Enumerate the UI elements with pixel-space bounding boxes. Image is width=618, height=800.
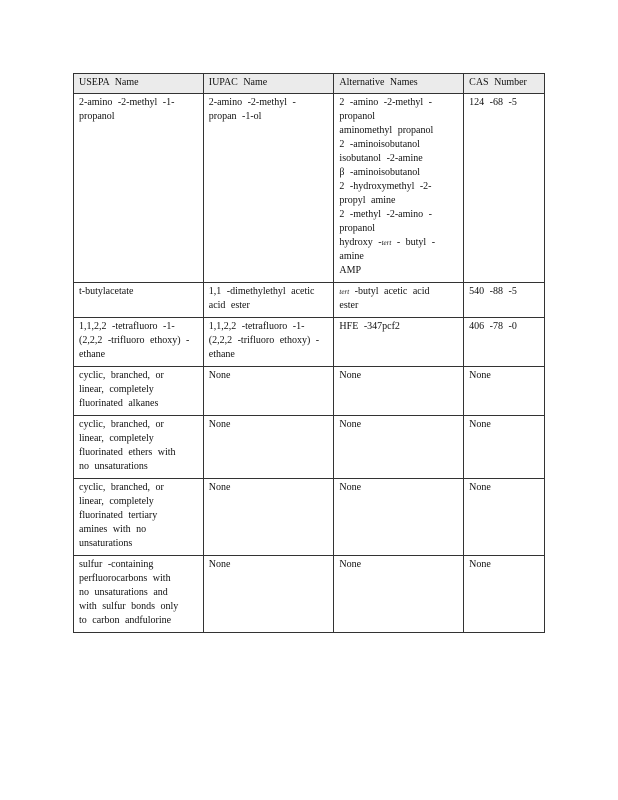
alt-name-line: amine AMP xyxy=(339,251,364,276)
alternative-names-cell: 2 -amino -2-methyl - propanol aminomethy… xyxy=(333,93,465,283)
cas-number-cell: 124 -68 -5 xyxy=(463,93,545,283)
text: - butyl - xyxy=(391,237,436,248)
header-cas-number: CAS Number xyxy=(463,73,545,94)
usepa-name-cell: cyclic, branched, or linear, completely … xyxy=(73,478,204,556)
table-row: 2-amino -2-methyl -1- propanol 2-amino -… xyxy=(73,93,545,283)
text: -butyl acetic acid ester xyxy=(339,286,430,311)
cas-number-cell: 406 -78 -0 xyxy=(463,317,545,367)
table-row: cyclic, branched, or linear, completely … xyxy=(73,366,545,416)
alternative-names-cell: HFE -347pcf2 xyxy=(333,317,465,367)
table-row: 1,1,2,2 -tetrafluoro -1- (2,2,2 -trifluo… xyxy=(73,317,545,367)
alt-name-line: isobutanol -2-amine xyxy=(339,153,423,164)
alt-name-line: propanol xyxy=(339,223,375,234)
usepa-name-cell: t-butylacetate xyxy=(73,282,204,318)
alt-name-line: 2 -methyl -2-amino - xyxy=(339,209,433,220)
alt-name-line: 2 -aminoisobutanol xyxy=(339,139,420,150)
iupac-name-cell: 1,1,2,2 -tetrafluoro -1- (2,2,2 -trifluo… xyxy=(202,317,335,367)
table-row: sulfur -containing perfluorocarbons with… xyxy=(73,555,545,633)
iupac-name-cell: None xyxy=(202,366,335,416)
usepa-name-cell: sulfur -containing perfluorocarbons with… xyxy=(73,555,204,633)
cas-number-cell: None xyxy=(463,366,545,416)
table-row: t-butylacetate 1,1 -dimethylethyl acetic… xyxy=(73,282,545,318)
usepa-name-cell: cyclic, branched, or linear, completely … xyxy=(73,415,204,479)
chemical-names-table: USEPA Name IUPAC Name Alternative Names … xyxy=(73,73,545,633)
alternative-names-cell: None xyxy=(333,415,465,479)
alt-name-hydroxy: hydroxy -tert - butyl - xyxy=(339,237,435,248)
iupac-name-cell: None xyxy=(202,555,335,633)
header-alternative-names: Alternative Names xyxy=(333,73,465,94)
cas-number-cell: 540 -88 -5 xyxy=(463,282,545,318)
iupac-name-cell: None xyxy=(202,478,335,556)
header-row: USEPA Name IUPAC Name Alternative Names … xyxy=(73,73,545,94)
usepa-name-cell: cyclic, branched, or linear, completely … xyxy=(73,366,204,416)
cas-number-cell: None xyxy=(463,415,545,479)
alt-name-line: propanol xyxy=(339,111,375,122)
alt-name-line: aminomethyl propanol xyxy=(339,125,434,136)
usepa-name-cell: 2-amino -2-methyl -1- propanol xyxy=(73,93,204,283)
italic-text: tert xyxy=(339,288,350,296)
cas-number-cell: None xyxy=(463,555,545,633)
header-usepa-name: USEPA Name xyxy=(73,73,204,94)
alternative-names-cell: None xyxy=(333,478,465,556)
cas-number-cell: None xyxy=(463,478,545,556)
alternative-names-cell: None xyxy=(333,555,465,633)
alt-name-line: propyl amine xyxy=(339,195,396,206)
table-row: cyclic, branched, or linear, completely … xyxy=(73,478,545,556)
iupac-name-cell: 1,1 -dimethylethyl acetic acid ester xyxy=(202,282,335,318)
alternative-names-cell: tert -butyl acetic acid ester xyxy=(333,282,465,318)
iupac-name-cell: None xyxy=(202,415,335,479)
italic-text: tert xyxy=(381,239,392,247)
alt-name-line: 2 -amino -2-methyl - xyxy=(339,97,433,108)
alt-name-line: 2 -hydroxymethyl -2- xyxy=(339,181,432,192)
alternative-names-cell: None xyxy=(333,366,465,416)
text: hydroxy - xyxy=(339,237,382,248)
alt-name-line: β -aminoisobutanol xyxy=(339,167,420,178)
usepa-name-cell: 1,1,2,2 -tetrafluoro -1- (2,2,2 -trifluo… xyxy=(73,317,204,367)
iupac-name-cell: 2-amino -2-methyl - propan -1-ol xyxy=(202,93,335,283)
table-row: cyclic, branched, or linear, completely … xyxy=(73,415,545,479)
header-iupac-name: IUPAC Name xyxy=(202,73,335,94)
